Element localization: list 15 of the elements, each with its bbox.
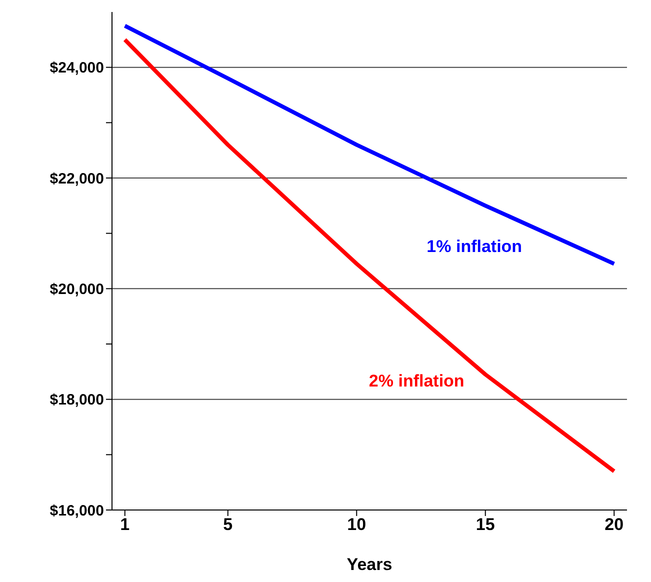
x-tick-label: 15 [476,515,495,534]
line-series [122,38,616,474]
x-tick-label: 5 [223,515,233,534]
y-tick-label: $20,000 [50,280,104,298]
x-tick-label: 20 [604,515,624,534]
y-tick-label: $24,000 [50,60,104,77]
y-tick-label: $22,000 [50,170,104,188]
series-label: 2% inflation [368,371,464,390]
line-series [122,24,616,266]
x-tick-label: 10 [347,515,366,534]
x-axis-title: Years [346,555,392,574]
y-tick-label: $18,000 [50,392,104,409]
y-tick-label: $16,000 [50,502,104,520]
x-tick-label: 1 [120,515,130,534]
series-label: 1% inflation [426,237,522,256]
